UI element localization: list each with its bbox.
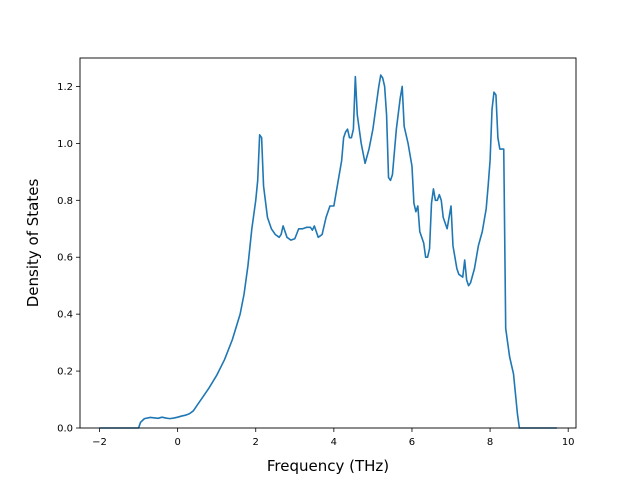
- y-axis-label: Density of States: [24, 179, 42, 308]
- y-tick-label: 0.6: [57, 253, 73, 264]
- y-tick-label: 0.4: [57, 310, 73, 321]
- x-axis-ticks: −2 0 2 4 6 8 10: [92, 428, 575, 448]
- y-tick-label: 0.8: [57, 196, 73, 207]
- plot-frame: [79, 57, 577, 429]
- y-tick-label: 0.2: [57, 367, 73, 378]
- x-tick-label: −2: [92, 437, 107, 448]
- x-axis-label: Frequency (THz): [267, 457, 389, 475]
- x-tick-label: 10: [562, 437, 575, 448]
- x-tick-label: 0: [174, 437, 180, 448]
- x-tick-label: 2: [253, 437, 259, 448]
- x-tick-label: 4: [331, 437, 337, 448]
- x-tick-label: 8: [487, 437, 493, 448]
- dos-series-line: [98, 74, 558, 429]
- y-tick-label: 1.2: [57, 82, 73, 93]
- y-tick-label: 0.0: [57, 424, 73, 435]
- x-tick-label: 6: [409, 437, 415, 448]
- y-tick-label: 1.0: [57, 139, 73, 150]
- y-axis-ticks: 0.0 0.2 0.4 0.6 0.8 1.0 1.2: [57, 82, 80, 435]
